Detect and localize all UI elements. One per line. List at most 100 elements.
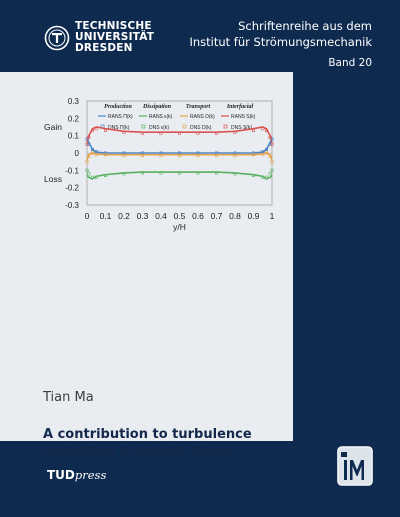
legend-swatch-marker xyxy=(141,124,146,129)
data-point xyxy=(87,142,91,146)
data-point xyxy=(159,131,163,135)
data-point xyxy=(104,174,108,178)
data-point xyxy=(233,154,237,158)
series-line xyxy=(86,137,273,154)
title-line: A contribution to turbulence xyxy=(43,427,252,442)
data-point xyxy=(85,168,89,172)
y-tick-label: 0.1 xyxy=(68,132,80,141)
data-point xyxy=(141,154,145,158)
x-tick-label: 1 xyxy=(270,211,275,221)
gain-label: Gain xyxy=(44,122,62,132)
data-point xyxy=(215,131,219,135)
legend-entry-label: DNS S(k) xyxy=(231,125,252,131)
data-point xyxy=(252,174,256,178)
publisher-tud: TUD xyxy=(47,468,75,482)
data-point xyxy=(85,137,89,141)
legend-entry-label: DNS Π(k) xyxy=(108,125,130,131)
x-tick-label: 0.8 xyxy=(229,211,241,221)
data-point xyxy=(94,153,98,157)
data-point xyxy=(233,172,237,176)
data-point xyxy=(270,168,274,172)
x-tick-label: 0.1 xyxy=(100,211,112,221)
data-point xyxy=(261,175,265,179)
data-point xyxy=(270,142,274,146)
data-point xyxy=(270,137,274,141)
cover-panel: 0.3 0.2 0.1 0 -0.1 -0.2 -0.3 0 0.1 0.2 0.3 0.4 0.5 0.… xyxy=(0,72,293,461)
publisher-logo: TUDpress xyxy=(47,468,106,482)
legend-swatch-marker xyxy=(223,124,228,129)
data-point xyxy=(87,172,91,176)
data-point xyxy=(104,128,108,132)
data-point xyxy=(178,131,182,135)
data-point xyxy=(264,175,268,179)
publisher-press: press xyxy=(74,468,107,482)
x-tick-label: 0.9 xyxy=(248,211,260,221)
data-point xyxy=(91,128,95,132)
x-tick-label: 0.7 xyxy=(211,211,223,221)
x-tick-label: 0.4 xyxy=(155,211,167,221)
y-tick-label: 0.2 xyxy=(68,114,80,123)
data-point xyxy=(264,148,268,152)
data-point xyxy=(159,171,163,175)
turbulence-budget-chart: 0.3 0.2 0.1 0 -0.1 -0.2 -0.3 0 0.1 0.2 0.3 0.4 0.5 0.… xyxy=(44,97,275,232)
legend-entry-label: DNS ε(k) xyxy=(149,125,169,131)
x-tick-label: 0.5 xyxy=(174,211,186,221)
legend-entry-label: RANS Π(k) xyxy=(108,114,133,120)
x-tick-label: 0.3 xyxy=(137,211,149,221)
y-tick-label: -0.2 xyxy=(65,184,79,193)
series-line: Institut für Strömungsmechanik xyxy=(189,34,372,49)
data-point xyxy=(268,142,272,146)
data-point xyxy=(122,154,126,158)
data-point xyxy=(215,171,219,175)
data-point xyxy=(252,128,256,132)
data-point xyxy=(233,130,237,134)
legend-entry-label: RANS S(k) xyxy=(231,114,256,120)
data-point xyxy=(178,171,182,175)
data-point xyxy=(87,155,91,159)
series-line xyxy=(86,126,273,143)
legend-column-header: Interfacial xyxy=(226,104,254,110)
tu-dresden-emblem-icon xyxy=(44,25,70,50)
legend-column-header: Production xyxy=(104,104,132,110)
data-point xyxy=(215,154,219,158)
data-point xyxy=(196,171,200,175)
data-point xyxy=(196,131,200,135)
x-tick-label: 0.2 xyxy=(118,211,130,221)
legend-entry-label: RANS D(k) xyxy=(190,114,215,120)
data-point xyxy=(159,154,163,158)
data-point xyxy=(94,127,98,131)
data-point xyxy=(261,153,265,157)
university-line: UNIVERSITÄT xyxy=(75,31,155,43)
ism-institute-logo-icon xyxy=(337,446,373,486)
title-line: modelling in bubbly flows xyxy=(43,446,232,461)
data-point xyxy=(87,135,91,139)
data-point xyxy=(85,142,89,146)
data-point xyxy=(268,135,272,139)
data-point xyxy=(94,150,98,154)
tu-dresden-logo: TECHNISCHE UNIVERSITÄT DRESDEN xyxy=(44,21,154,54)
data-point xyxy=(91,151,95,155)
legend-entry-label: RANS ε(k) xyxy=(149,114,173,120)
series-line: Schriftenreihe aus dem xyxy=(238,19,372,33)
data-point xyxy=(264,151,268,155)
data-point xyxy=(270,160,274,164)
series-info: Schriftenreihe aus dem Institut für Strö… xyxy=(172,19,372,72)
x-tick-label: 0 xyxy=(85,211,90,221)
y-tick-label: -0.3 xyxy=(65,201,79,210)
legend-entry-label: DNS D(k) xyxy=(190,125,212,131)
author-name: Tian Ma xyxy=(43,390,94,405)
data-point xyxy=(94,175,98,179)
data-point xyxy=(268,172,272,176)
data-point xyxy=(178,154,182,158)
data-point xyxy=(85,160,89,164)
data-point xyxy=(196,154,200,158)
data-point xyxy=(268,155,272,159)
y-tick-label: -0.1 xyxy=(65,166,79,175)
data-point xyxy=(141,171,145,175)
data-point xyxy=(252,153,256,157)
legend-swatch-marker xyxy=(182,124,187,129)
data-point xyxy=(252,151,256,155)
data-point xyxy=(141,131,145,135)
university-line: DRESDEN xyxy=(75,42,133,54)
